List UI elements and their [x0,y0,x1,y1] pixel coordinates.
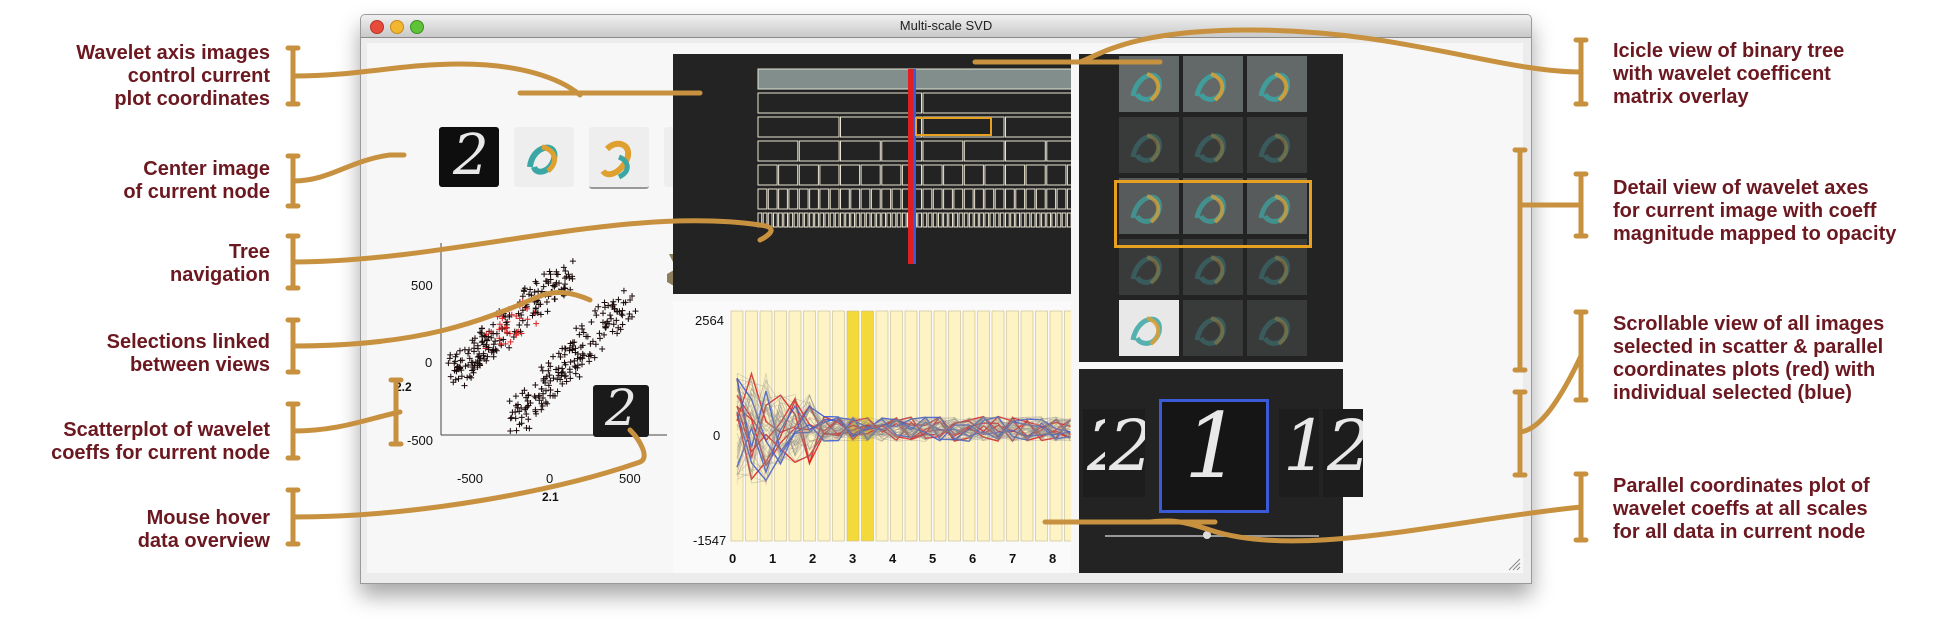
detail-selection-frame [1114,180,1312,248]
annotation-scrollable-view: Scrollable view of all images selected i… [1613,313,1885,404]
title-bar[interactable]: Multi-scale SVD [361,15,1531,38]
annotation-selections-linked: Selections linked between views [106,331,270,376]
window-content: 2 500 0 -500 2.2 -500 0 500 2.1 2 [367,43,1523,573]
scatter-x-tick-0: 0 [546,471,554,486]
pc-x-tick: 6 [969,551,977,566]
center-image[interactable]: 2 [439,123,499,188]
carousel-selected-image[interactable]: 1 [1159,399,1269,513]
carousel-digit: 2 [1327,409,1363,487]
icicle-tree [757,68,1071,264]
hover-preview-image: 2 [593,379,649,437]
wavelet-detail-cell[interactable] [1247,56,1307,112]
annotation-tree-navigation: Tree navigation [169,241,270,286]
zoom-icon[interactable] [410,20,424,34]
carousel-image[interactable]: 1 [1279,409,1319,497]
pc-y-tick-min: -1547 [693,533,727,548]
pc-x-tick: 1 [769,551,777,566]
icicle-view[interactable] [673,54,1071,294]
resize-grip-icon[interactable] [1507,557,1521,571]
wavelet-detail-cell[interactable] [1119,239,1179,295]
scatter-x-label: 2.1 [542,490,559,504]
carousel-image[interactable]: 2 [1323,409,1363,497]
scatter-y-tick-500: 500 [411,278,433,293]
wavelet-pattern-icon [527,144,558,175]
scatter-x-tick-500: 500 [619,471,641,486]
scatter-x-tick-neg500: -500 [457,471,484,486]
annotation-icicle-view: Icicle view of binary tree with wavelet … [1613,40,1845,108]
carousel-digit: 2 [1109,409,1145,487]
parallel-coordinates-canvas [730,310,1071,542]
wavelet-detail-cell[interactable] [1247,300,1307,356]
wavelet-detail-cell[interactable] [1119,117,1179,173]
carousel-scroll-handle[interactable] [1203,531,1211,539]
window-title: Multi-scale SVD [899,18,993,33]
carousel-digit: 1 [1184,399,1242,499]
pc-x-tick: 5 [929,551,937,566]
wavelet-detail-cell[interactable] [1183,239,1243,295]
scatter-y-label: 2.2 [395,380,412,394]
pc-x-tick: 7 [1009,551,1017,566]
wavelet-pattern-icon [600,140,632,180]
annotation-center-image: Center image of current node [123,158,270,203]
wavelet-detail-cell[interactable] [1119,300,1179,356]
selected-images-carousel[interactable]: 22112 [1079,369,1363,573]
wavelet-axis-image-1[interactable] [514,127,574,187]
wavelet-detail-cell[interactable] [1119,56,1179,112]
wavelet-detail-cell[interactable] [1247,178,1307,234]
wavelet-axis-image-2[interactable] [589,127,649,189]
carousel-scrollbar[interactable] [1105,535,1319,537]
close-icon[interactable] [370,20,384,34]
pc-x-tick: 4 [889,551,897,566]
wavelet-detail-cell[interactable] [1119,178,1179,234]
wavelet-detail-cell[interactable] [1183,178,1243,234]
wavelet-detail-cell[interactable] [1247,117,1307,173]
minimize-icon[interactable] [390,20,404,34]
annotation-mouse-hover: Mouse hover data overview [137,507,270,552]
pc-x-tick: 2 [809,551,817,566]
annotation-detail-view: Detail view of wavelet axes for current … [1613,177,1897,245]
scatter-y-tick-neg500: -500 [407,433,434,448]
pc-x-tick: 3 [849,551,857,566]
annotation-scatterplot: Scatterplot of wavelet coeffs for curren… [51,419,270,464]
wavelet-detail-cell[interactable] [1183,117,1243,173]
wavelet-detail-cell[interactable] [1183,300,1243,356]
wavelet-detail-view[interactable] [1079,54,1343,362]
center-image-digit: 2 [453,123,489,188]
annotation-wavelet-axis-images: Wavelet axis images control current plot… [76,42,270,110]
carousel-digit: 1 [1283,409,1319,487]
pc-y-tick-zero: 0 [713,428,721,443]
wavelet-detail-cell[interactable] [1247,239,1307,295]
pc-x-tick: 8 [1049,551,1057,566]
scatter-y-tick-0: 0 [425,355,433,370]
parallel-coordinates-plot[interactable]: 2564 0 -1547 0 1 2 3 4 5 6 7 8 [673,301,1071,573]
app-window: Multi-scale SVD 2 500 0 -500 2.2 -500 0 … [360,14,1532,584]
annotation-parallel-coords: Parallel coordinates plot of wavelet coe… [1613,475,1870,543]
pc-y-tick-max: 2564 [695,313,724,328]
carousel-image[interactable]: 2 [1105,409,1145,497]
hover-preview-digit: 2 [605,379,637,437]
wavelet-detail-cell[interactable] [1183,56,1243,112]
pc-x-tick: 0 [729,551,737,566]
